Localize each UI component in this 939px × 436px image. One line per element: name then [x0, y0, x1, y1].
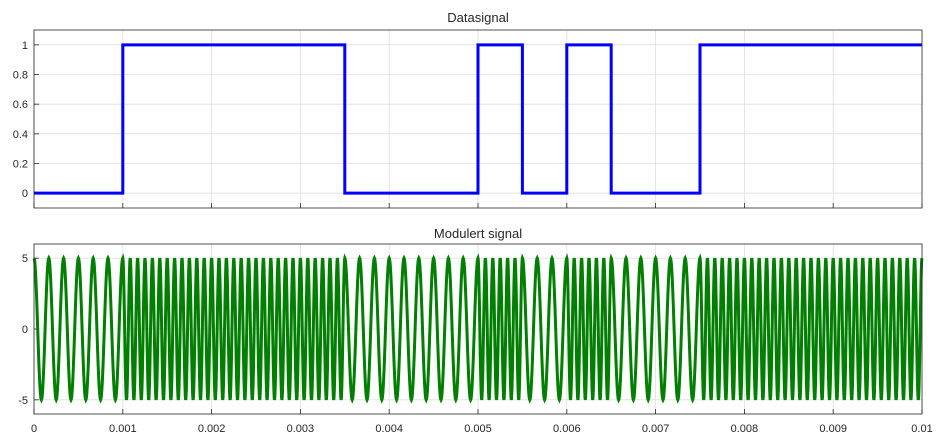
y-tick-label: 0	[22, 324, 28, 336]
y-tick-label: 0.8	[13, 70, 28, 82]
datasignal-series	[34, 43, 922, 195]
y-tick-label: 0.4	[13, 129, 28, 141]
x-tick-label: 0.01	[911, 423, 932, 435]
y-tick-label: 0.6	[13, 99, 28, 111]
y-tick-label: 0	[22, 188, 28, 200]
x-tick-label: 0.006	[553, 423, 581, 435]
x-tick-label: 0.007	[642, 423, 670, 435]
x-tick-label: 0.003	[287, 423, 315, 435]
x-tick-label: 0.001	[109, 423, 137, 435]
modulated-series	[32, 253, 924, 404]
x-tick-label: 0.009	[819, 423, 847, 435]
x-tick-label: 0.002	[198, 423, 226, 435]
modulated-axes-box	[33, 243, 923, 415]
datasignal-series-line	[34, 43, 922, 195]
datasignal-y-ticks: 0 0.2 0.4 0.6 0.8 1	[13, 40, 28, 200]
y-tick-label: 5	[22, 253, 28, 265]
modulated-y-ticks: -5 0 5	[18, 253, 28, 407]
x-tick-label: 0.008	[731, 423, 759, 435]
datasignal-axes: 0 0.2 0.4 0.6 0.8 1 Datasignal	[13, 10, 923, 209]
y-tick-label: 1	[22, 40, 28, 52]
modulated-x-ticks: 0 0.001 0.002 0.003 0.004 0.005 0.006 0.007 0.00…	[31, 423, 933, 435]
x-tick-label: 0	[31, 423, 37, 435]
y-tick-label: 0.2	[13, 159, 28, 171]
modulated-title: Modulert signal	[434, 226, 522, 241]
modulated-signal-axes: -5 0 5 0 0.001 0.002 0.003 0.004 0.005 0.006 0.00…	[18, 226, 932, 435]
modulated-series-line	[32, 253, 924, 404]
datasignal-title: Datasignal	[447, 10, 509, 25]
x-tick-label: 0.005	[464, 423, 492, 435]
x-tick-label: 0.004	[375, 423, 403, 435]
y-tick-label: -5	[18, 395, 28, 407]
datasignal-axes-box	[33, 29, 923, 209]
